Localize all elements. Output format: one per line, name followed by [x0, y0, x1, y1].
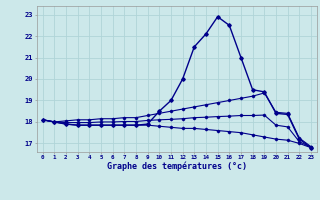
- X-axis label: Graphe des températures (°c): Graphe des températures (°c): [107, 162, 247, 171]
